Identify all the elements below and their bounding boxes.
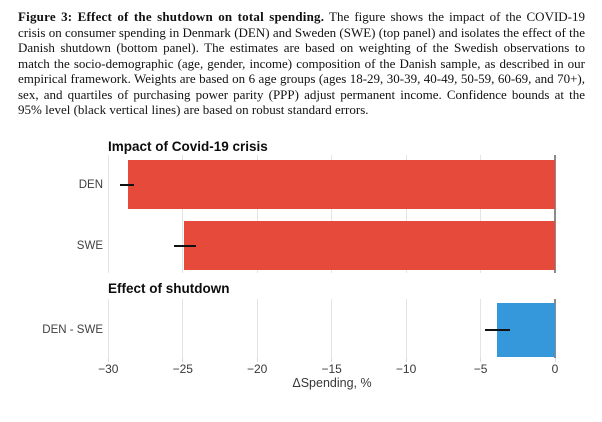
panel-title-covid-impact: Impact of Covid-19 crisis — [108, 139, 268, 154]
figure-caption: Figure 3: Effect of the shutdown on tota… — [18, 9, 585, 118]
gridline — [331, 299, 333, 358]
axis-tick — [405, 358, 407, 362]
gridline — [480, 299, 482, 358]
panel-shutdown-effect — [0, 299, 602, 358]
category-label-swe: SWE — [76, 239, 103, 252]
gridline — [182, 155, 184, 273]
gridline — [405, 299, 407, 358]
x-axis-label: ΔSpending, % — [292, 376, 372, 390]
gridline — [480, 155, 482, 273]
zero-axis-line — [554, 155, 556, 273]
axis-tick — [554, 358, 556, 362]
zero-axis-line — [554, 299, 556, 358]
bar-den — [127, 160, 555, 209]
gridline — [182, 299, 184, 358]
gridline — [107, 155, 109, 273]
gridline — [331, 155, 333, 273]
axis-tick-label: −15 — [321, 362, 342, 376]
gridline — [405, 155, 407, 273]
confidence-interval-swe — [173, 244, 197, 247]
axis-tick-label: −25 — [172, 362, 193, 376]
panel-covid-impact — [0, 155, 602, 273]
category-label-den-swe: DEN - SWE — [42, 324, 103, 336]
gridline — [256, 155, 258, 273]
gridline — [256, 299, 258, 358]
confidence-interval-den — [120, 183, 134, 186]
axis-tick — [480, 358, 482, 362]
category-label-den: DEN — [78, 178, 103, 191]
bar-swe — [184, 221, 555, 270]
figure-caption-label: Figure 3: Effect of the shutdown on tota… — [18, 9, 325, 24]
panel-title-shutdown-effect: Effect of shutdown — [108, 281, 230, 296]
axis-tick — [107, 358, 109, 362]
axis-tick-label: −20 — [247, 362, 268, 376]
axis-tick-label: −5 — [473, 362, 488, 376]
axis-tick — [331, 358, 333, 362]
axis-tick — [256, 358, 258, 362]
axis-tick-label: −30 — [98, 362, 119, 376]
axis-tick — [182, 358, 184, 362]
axis-tick-label: −10 — [395, 362, 417, 376]
gridline — [107, 299, 109, 358]
figure-caption-body: The figure shows the impact of the COVID… — [18, 9, 586, 117]
confidence-interval-den-swe — [485, 329, 511, 331]
axis-tick-label: 0 — [551, 362, 559, 376]
